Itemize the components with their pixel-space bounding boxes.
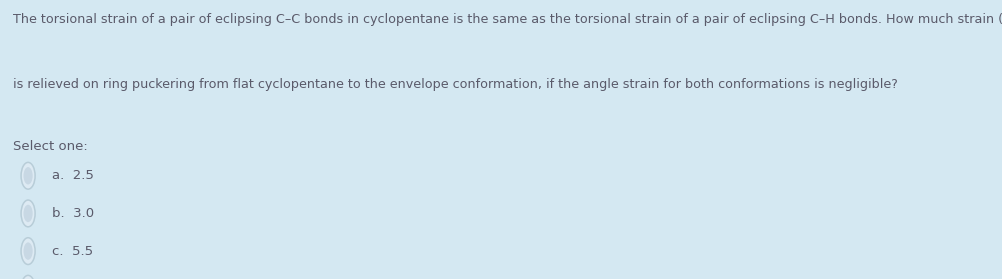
Text: The torsional strain of a pair of eclipsing C–C bonds in cyclopentane is the sam: The torsional strain of a pair of eclips…: [13, 13, 1002, 26]
Text: Select one:: Select one:: [13, 140, 88, 153]
Text: is relieved on ring puckering from flat cyclopentane to the envelope conformatio: is relieved on ring puckering from flat …: [13, 78, 897, 91]
Text: c.  5.5: c. 5.5: [52, 245, 93, 258]
Text: b.  3.0: b. 3.0: [52, 207, 94, 220]
Text: a.  2.5: a. 2.5: [52, 169, 94, 182]
